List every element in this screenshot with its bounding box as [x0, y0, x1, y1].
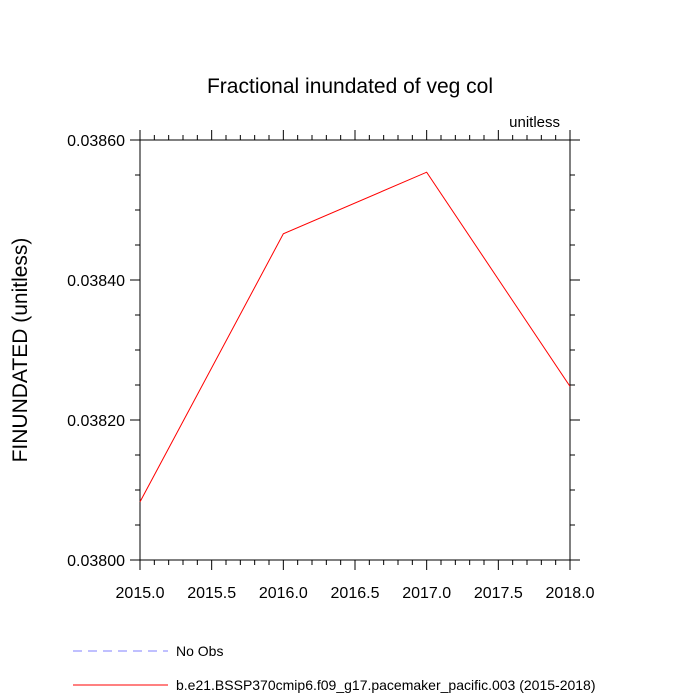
tick-labels: 2015.0 2015.5 2016.0 2016.5 2017.0 2017.5 2018…: [67, 133, 594, 602]
x-tick-label: 2015.5: [187, 585, 236, 602]
x-tick-label: 2016.5: [331, 585, 380, 602]
x-tick-label: 2017.0: [402, 585, 451, 602]
x-tick-label: 2016.0: [259, 585, 308, 602]
series: [139, 171, 571, 503]
x-tick-label: 2017.5: [474, 585, 523, 602]
y-tick-label: 0.03840: [67, 273, 125, 290]
ticks: [130, 130, 580, 570]
legend: No Obs b.e21.BSSP370cmip6.f09_g17.pacemak…: [73, 643, 596, 693]
y-tick-label: 0.03820: [67, 413, 125, 430]
y-tick-label: 0.03800: [67, 553, 125, 570]
units-label: unitless: [509, 114, 560, 131]
y-tick-label: 0.03860: [67, 133, 125, 150]
legend-label: b.e21.BSSP370cmip6.f09_g17.pacemaker_pac…: [176, 677, 596, 693]
legend-label: No Obs: [176, 643, 223, 659]
x-tick-label: 2015.0: [116, 585, 165, 602]
y-axis-label: FINUNDATED (unitless): [9, 238, 32, 463]
series-line: [139, 171, 571, 503]
x-tick-label: 2018.0: [546, 585, 595, 602]
chart-title: Fractional inundated of veg col: [207, 75, 493, 98]
